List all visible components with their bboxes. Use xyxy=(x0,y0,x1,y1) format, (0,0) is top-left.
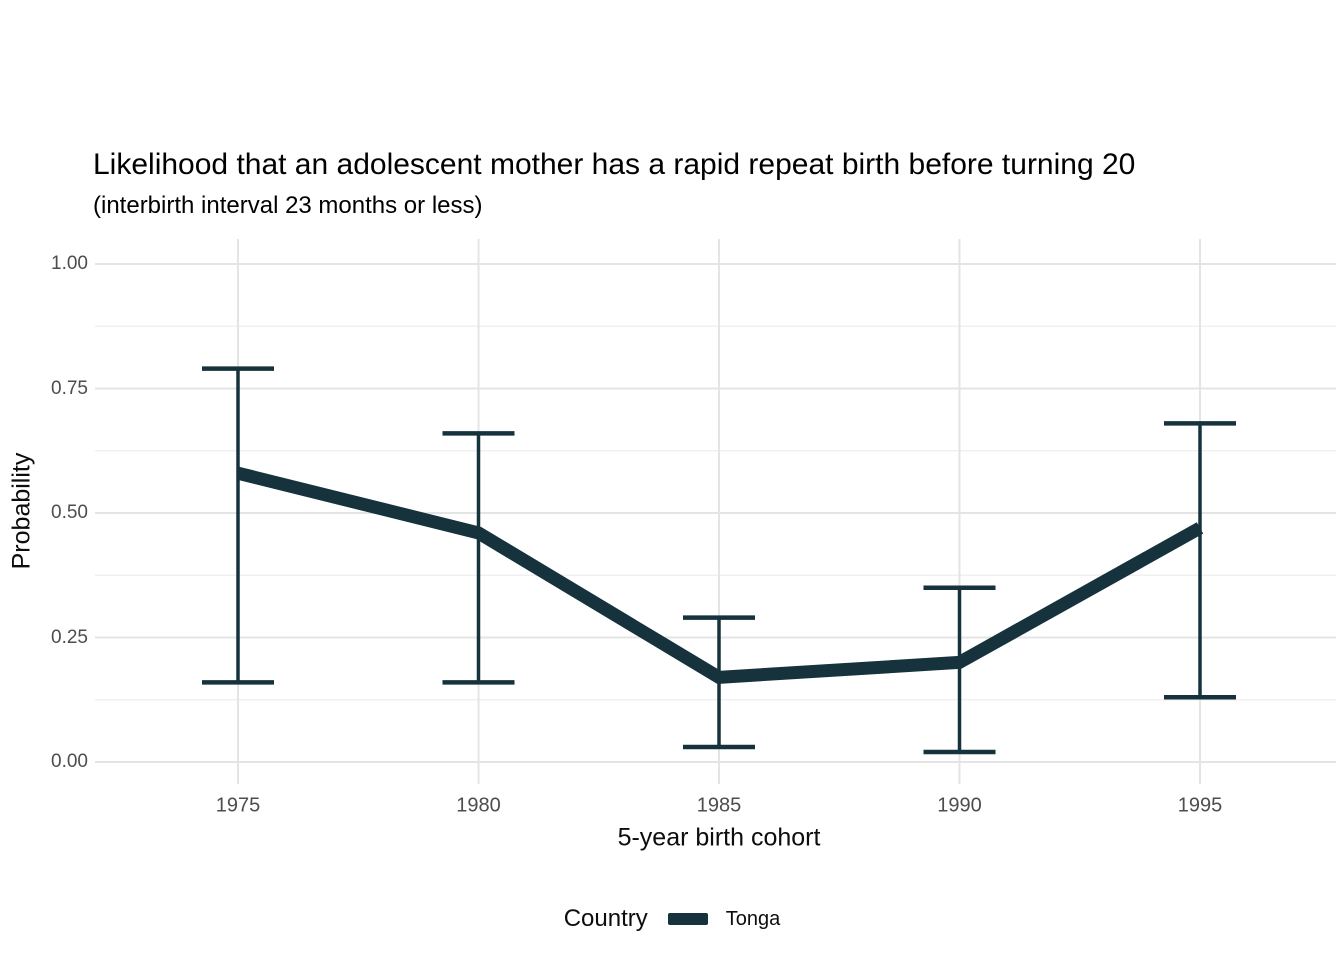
y-tick-label: 0.50 xyxy=(51,502,88,523)
y-axis-title: Probability xyxy=(7,452,36,570)
gridlines xyxy=(95,239,1336,784)
error-bars xyxy=(202,366,1236,755)
y-tick-label: 0.00 xyxy=(51,751,88,772)
y-tick-label: 1.00 xyxy=(51,253,88,274)
legend-title: Country xyxy=(563,905,648,932)
x-tick-label: 1975 xyxy=(215,794,261,817)
chart-title: Likelihood that an adolescent mother has… xyxy=(93,148,1136,181)
x-tick-label: 1985 xyxy=(696,794,742,817)
series-line xyxy=(236,466,1204,684)
legend: Country Tonga xyxy=(0,905,1344,933)
chart-subtitle: (interbirth interval 23 months or less) xyxy=(93,192,483,219)
series-lines xyxy=(236,466,1204,684)
x-tick-label: 1990 xyxy=(937,794,982,817)
y-tick-label: 0.25 xyxy=(51,626,88,648)
legend-entry-label: Tonga xyxy=(725,907,781,930)
x-tick-label: 1995 xyxy=(1177,794,1223,817)
x-tick-label: 1980 xyxy=(456,794,501,817)
y-tick-label: 0.75 xyxy=(51,377,88,399)
x-axis-title: 5-year birth cohort xyxy=(617,823,821,852)
legend-line-swatch xyxy=(667,913,708,925)
